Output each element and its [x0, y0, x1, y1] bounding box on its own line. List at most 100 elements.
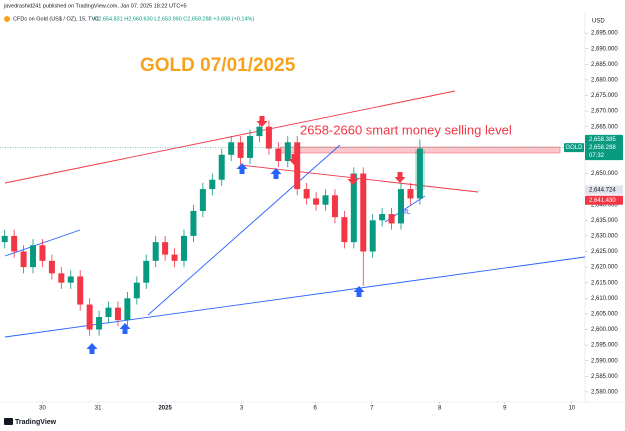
resistance-line	[239, 164, 479, 193]
x-tick-label: 2025	[158, 406, 172, 412]
x-tick-label: 10	[568, 406, 575, 412]
candle-body	[58, 273, 65, 283]
candle-body	[48, 260, 55, 274]
candle-body	[398, 189, 405, 224]
symbol-icon	[4, 16, 10, 22]
rising-trend-line	[147, 144, 341, 316]
x-tick-label: 8	[438, 406, 442, 412]
candle-body	[162, 242, 169, 255]
countdown-label: 07:32	[589, 153, 605, 159]
chart-title: GOLD 07/01/2025	[140, 55, 296, 76]
symbol-tag	[564, 143, 584, 153]
candle-body	[20, 251, 27, 268]
price-label-box	[585, 134, 623, 144]
y-tick-label: 2,670.000	[591, 109, 618, 115]
y-tick-label: 2,595.000	[591, 343, 618, 349]
x-tick-label: 9	[503, 406, 507, 412]
candle-body	[388, 214, 395, 224]
x-tick-label: 3	[240, 406, 244, 412]
y-tick-label: 2,590.000	[591, 358, 618, 364]
candle-body	[67, 276, 74, 283]
y-tick-label: 2,685.000	[591, 62, 618, 68]
x-tick-label: 7	[370, 406, 374, 412]
symbol-line: CFDs on Gold (US$ / OZ), 15, TVC	[13, 16, 99, 22]
x-tick-label: 6	[313, 406, 317, 412]
candle-body	[86, 304, 93, 330]
y-tick-label: 2,615.000	[591, 280, 618, 286]
y-tick-label: 2,695.000	[591, 31, 618, 37]
sell-arrow	[256, 116, 268, 127]
candle-body	[256, 126, 263, 137]
y-tick-label: 2,665.000	[591, 124, 618, 130]
price-label: 2,641.430	[589, 198, 616, 204]
candle-body	[284, 142, 291, 162]
annotation: ML	[401, 209, 411, 216]
candle-body	[331, 195, 338, 218]
candle-body	[152, 242, 159, 261]
candle-body	[105, 307, 112, 318]
brand-name: TradingView	[15, 419, 57, 426]
symbol-tag-label: GOLD	[565, 145, 583, 151]
candle-body	[303, 189, 310, 199]
candle-body	[209, 179, 216, 190]
candle-body	[350, 173, 357, 243]
last-price-label: 2,658.288	[589, 145, 616, 151]
y-tick-label: 2,630.000	[591, 233, 618, 239]
y-tick-label: 2,635.000	[591, 218, 618, 224]
brand-logo	[4, 418, 13, 425]
upper-channel-line	[4, 90, 456, 184]
price-label: 2,644.724	[589, 188, 616, 194]
y-tick-label: 2,600.000	[591, 327, 618, 333]
plot-area	[1, 90, 585, 354]
candle-body	[96, 317, 103, 330]
y-tick-label: 2,680.000	[591, 77, 618, 83]
candle-body	[322, 195, 329, 205]
candle-body	[313, 198, 320, 205]
candle-body	[360, 173, 367, 252]
candle-body	[1, 235, 8, 243]
annotation: 2658-2660 smart money selling level	[300, 122, 512, 137]
y-tick-label: 2,585.000	[591, 374, 618, 380]
sell-arrow	[347, 174, 359, 185]
buy-arrow	[86, 343, 98, 354]
candle-body	[133, 282, 140, 299]
candles	[1, 120, 423, 336]
y-tick-label: 2,605.000	[591, 311, 618, 317]
candle-body	[341, 217, 348, 243]
price-label-box	[585, 195, 623, 205]
candle-body	[275, 148, 282, 162]
candle-body	[190, 210, 197, 236]
candle-body	[114, 307, 121, 321]
candle-body	[180, 235, 187, 261]
candle-body	[416, 148, 423, 199]
x-tick-label: 31	[95, 406, 102, 412]
y-tick-label: 2,620.000	[591, 265, 618, 271]
candle-body	[247, 136, 254, 158]
last-price-box	[585, 143, 623, 161]
ohlc-line: O2,654.831 H2,660.630 L2,653.990 C2,658.…	[94, 16, 254, 22]
publisher-line: javedrashid241 published on TradingView.…	[3, 3, 187, 9]
y-tick-label: 2,580.000	[591, 389, 618, 395]
candle-body	[77, 276, 84, 305]
candle-body	[294, 142, 301, 190]
candle-body	[199, 189, 206, 211]
y-tick-label: 2,650.000	[591, 171, 618, 177]
buy-arrow	[119, 323, 131, 334]
y-tick-label: 2,640.000	[591, 202, 618, 208]
candle-body	[228, 142, 235, 155]
buy-arrow	[236, 163, 248, 174]
y-tick-label: 2,610.000	[591, 296, 618, 302]
candle-body	[143, 260, 150, 283]
candle-body	[265, 126, 272, 149]
y-tick-label: 2,690.000	[591, 46, 618, 52]
price-label-box	[585, 185, 623, 195]
candle-body	[407, 189, 414, 199]
candle-body	[379, 214, 386, 221]
candle-body	[39, 245, 46, 261]
candle-body	[218, 154, 225, 180]
candle-body	[171, 254, 178, 261]
candle-body	[30, 245, 37, 268]
candle-body	[11, 235, 18, 252]
